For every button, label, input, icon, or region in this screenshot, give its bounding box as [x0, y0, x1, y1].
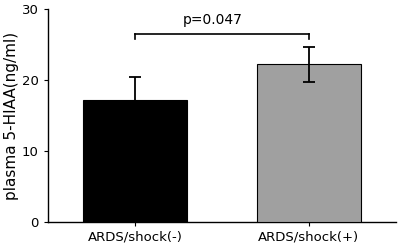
Bar — [83, 100, 187, 222]
Text: p=0.047: p=0.047 — [183, 13, 243, 27]
Bar — [257, 64, 361, 222]
Y-axis label: plasma 5-HIAA(ng/ml): plasma 5-HIAA(ng/ml) — [4, 31, 19, 200]
